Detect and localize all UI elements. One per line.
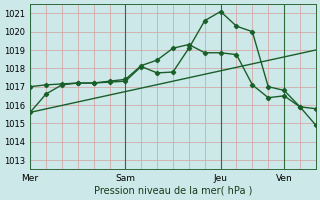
X-axis label: Pression niveau de la mer( hPa ): Pression niveau de la mer( hPa ) [94, 186, 252, 196]
